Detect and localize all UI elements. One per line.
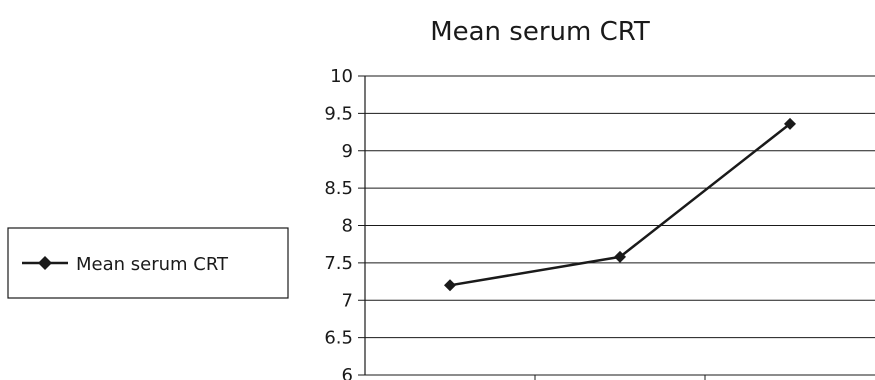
y-tick-label: 6.5 [324, 328, 353, 349]
legend-diamond-marker [38, 256, 52, 270]
legend-label: Mean serum CRT [76, 254, 229, 275]
y-axis: 6 6.5 7 7.5 8 8.5 9 9.5 10 [324, 66, 366, 380]
data-point [784, 117, 796, 130]
chart-title: Mean serum CRT [430, 17, 650, 47]
x-axis [534, 375, 706, 380]
y-tick-label: 7.5 [324, 253, 353, 274]
data-point [444, 279, 456, 292]
y-tick-label: 7 [342, 290, 353, 311]
gridlines [365, 75, 875, 376]
data-point [614, 250, 626, 263]
y-tick-label: 8.5 [324, 178, 353, 199]
y-tick-label: 9 [342, 141, 353, 162]
y-tick-label: 10 [330, 66, 353, 87]
series-group [444, 117, 796, 292]
legend: Mean serum CRT [7, 227, 289, 299]
y-tick-label: 8 [342, 216, 353, 237]
y-tick-label: 9.5 [324, 103, 353, 124]
y-tick-label: 6 [342, 365, 353, 380]
